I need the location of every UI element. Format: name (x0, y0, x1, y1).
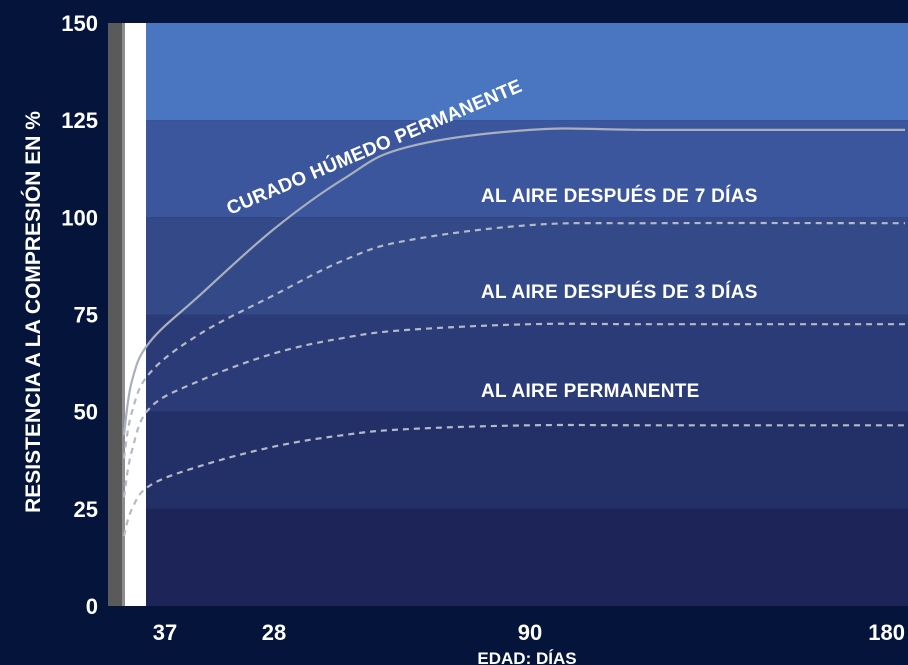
series-line-0 (122, 127, 905, 436)
band-3 (108, 217, 908, 315)
y-tick-label: 75 (74, 303, 98, 328)
y-tick-label: 125 (61, 108, 98, 133)
y-tick-label: 25 (74, 497, 98, 522)
y-tick-label: 50 (74, 400, 98, 425)
axis-strip-white (125, 23, 146, 606)
band-1 (108, 411, 908, 509)
curve-label-2: AL AIRE DESPUÉS DE 3 DÍAS (481, 281, 758, 303)
curve-label-3: AL AIRE PERMANENTE (481, 381, 700, 402)
band-0 (108, 508, 908, 606)
y-axis-title: RESISTENCIA A LA COMPRESIÓN EN % (21, 111, 45, 513)
series-line-1 (122, 221, 906, 459)
band-5 (108, 23, 908, 121)
x-tick-label: 180 (868, 620, 905, 645)
band-2 (108, 314, 908, 412)
band-4 (108, 120, 908, 218)
curve-label-1: AL AIRE DESPUÉS DE 7 DÍAS (481, 185, 758, 207)
series-line-3 (122, 423, 905, 537)
y-tick-label: 150 (61, 11, 98, 36)
x-tick-label: 90 (518, 620, 542, 645)
series-line-2 (122, 322, 905, 498)
y-tick-label: 0 (86, 594, 98, 619)
x-axis-title: EDAD: DÍAS (477, 649, 576, 665)
x-tick-label: 28 (262, 620, 286, 645)
y-tick-label: 100 (61, 205, 98, 230)
axis-strip-grey (122, 23, 125, 606)
axis-strip-dark (108, 23, 122, 606)
x-tick-label: 37 (153, 620, 177, 645)
